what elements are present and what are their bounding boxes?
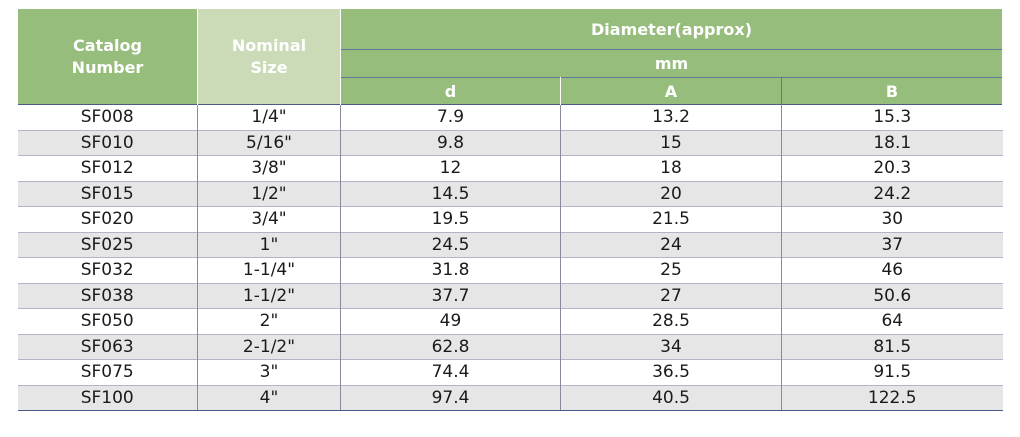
cell-diameter-d: 12: [340, 155, 561, 181]
cell-diameter-b: 81.5: [780, 333, 1003, 360]
cell-catalog-number: SF012: [17, 155, 198, 181]
cell-diameter-a: 20: [560, 180, 782, 207]
cell-nominal-size: 3": [197, 359, 341, 385]
cell-diameter-b: 122.5: [780, 384, 1003, 411]
cell-diameter-b: 46: [780, 257, 1003, 283]
header-col-d: d: [340, 77, 561, 105]
cell-nominal-size: 1/2": [197, 180, 341, 207]
cell-catalog-number: SF032: [17, 257, 198, 283]
header-catalog-number-line1: Catalog Number: [71, 35, 144, 77]
cell-diameter-d: 14.5: [340, 180, 561, 207]
cell-diameter-a: 24: [560, 231, 782, 258]
cell-nominal-size: 5/16": [197, 129, 341, 156]
cell-catalog-number: SF015: [17, 180, 198, 207]
cell-diameter-a: 27: [560, 282, 782, 309]
header-nominal-size: Nominal Size: [197, 9, 341, 105]
cell-diameter-d: 7.9: [340, 104, 561, 130]
header-col-b: B: [780, 77, 1004, 105]
cell-nominal-size: 3/4": [197, 206, 341, 232]
cell-catalog-number: SF025: [17, 231, 198, 258]
cell-nominal-size: 3/8": [197, 155, 341, 181]
cell-catalog-number: SF100: [17, 384, 198, 411]
cell-catalog-number: SF008: [17, 104, 198, 130]
cell-nominal-size: 1": [197, 231, 341, 258]
cell-catalog-number: SF038: [17, 282, 198, 309]
header-unit: mm: [339, 49, 1004, 78]
table-body: SF008 1/4" 7.9 13.2 15.3 SF010 5/16" 9.8 15 18.1 S…: [17, 104, 1003, 411]
table-row: SF063 2-1/2" 62.8 34 81.5: [17, 333, 1003, 360]
cell-diameter-d: 31.8: [340, 257, 561, 283]
cell-diameter-a: 40.5: [560, 384, 782, 411]
cell-nominal-size: 1/4": [197, 104, 341, 130]
cell-diameter-b: 37: [780, 231, 1003, 258]
cell-diameter-a: 15: [560, 129, 782, 156]
cell-catalog-number: SF063: [17, 333, 198, 360]
table-row: SF050 2" 49 28.5 64: [17, 308, 1003, 334]
cell-diameter-b: 91.5: [780, 359, 1003, 385]
cell-diameter-d: 97.4: [340, 384, 561, 411]
cell-catalog-number: SF020: [17, 206, 198, 232]
cell-nominal-size: 2": [197, 308, 341, 334]
header-col-a: A: [560, 77, 782, 105]
cell-catalog-number: SF010: [17, 129, 198, 156]
cell-nominal-size: 1-1/2": [197, 282, 341, 309]
table-row: SF008 1/4" 7.9 13.2 15.3: [17, 104, 1003, 130]
cell-diameter-d: 19.5: [340, 206, 561, 232]
cell-diameter-a: 34: [560, 333, 782, 360]
cell-diameter-b: 30: [780, 206, 1003, 232]
cell-nominal-size: 2-1/2": [197, 333, 341, 360]
header-diameter: Diameter(approx): [339, 9, 1004, 50]
table-row: SF025 1" 24.5 24 37: [17, 231, 1003, 258]
cell-diameter-b: 15.3: [780, 104, 1003, 130]
table-row: SF012 3/8" 12 18 20.3: [17, 155, 1003, 181]
cell-diameter-b: 64: [780, 308, 1003, 334]
table-row: SF020 3/4" 19.5 21.5 30: [17, 206, 1003, 232]
cell-diameter-a: 18: [560, 155, 782, 181]
cell-diameter-d: 74.4: [340, 359, 561, 385]
spec-table-container: Catalog Number Nominal Size Diameter(appro…: [17, 9, 1004, 411]
cell-diameter-a: 21.5: [560, 206, 782, 232]
cell-diameter-b: 50.6: [780, 282, 1003, 309]
table-row: SF032 1-1/4" 31.8 25 46: [17, 257, 1003, 283]
table-row: SF010 5/16" 9.8 15 18.1: [17, 129, 1003, 156]
spec-table: Catalog Number Nominal Size Diameter(appro…: [17, 9, 1004, 411]
table-row: SF038 1-1/2" 37.7 27 50.6: [17, 282, 1003, 309]
cell-diameter-d: 9.8: [340, 129, 561, 156]
cell-diameter-d: 24.5: [340, 231, 561, 258]
cell-diameter-a: 13.2: [560, 104, 782, 130]
header-catalog-number: Catalog Number: [17, 9, 198, 105]
table-row: SF075 3" 74.4 36.5 91.5: [17, 359, 1003, 385]
cell-nominal-size: 1-1/4": [197, 257, 341, 283]
cell-diameter-d: 37.7: [340, 282, 561, 309]
cell-diameter-b: 20.3: [780, 155, 1003, 181]
cell-catalog-number: SF050: [17, 308, 198, 334]
cell-diameter-d: 62.8: [340, 333, 561, 360]
cell-diameter-a: 25: [560, 257, 782, 283]
cell-diameter-d: 49: [340, 308, 561, 334]
cell-diameter-b: 18.1: [780, 129, 1003, 156]
table-row: SF015 1/2" 14.5 20 24.2: [17, 180, 1003, 207]
cell-diameter-a: 28.5: [560, 308, 782, 334]
cell-diameter-b: 24.2: [780, 180, 1003, 207]
header-nominal-size-lines: Nominal Size: [231, 35, 307, 77]
cell-catalog-number: SF075: [17, 359, 198, 385]
cell-diameter-a: 36.5: [560, 359, 782, 385]
cell-nominal-size: 4": [197, 384, 341, 411]
table-row: SF100 4" 97.4 40.5 122.5: [17, 384, 1003, 411]
